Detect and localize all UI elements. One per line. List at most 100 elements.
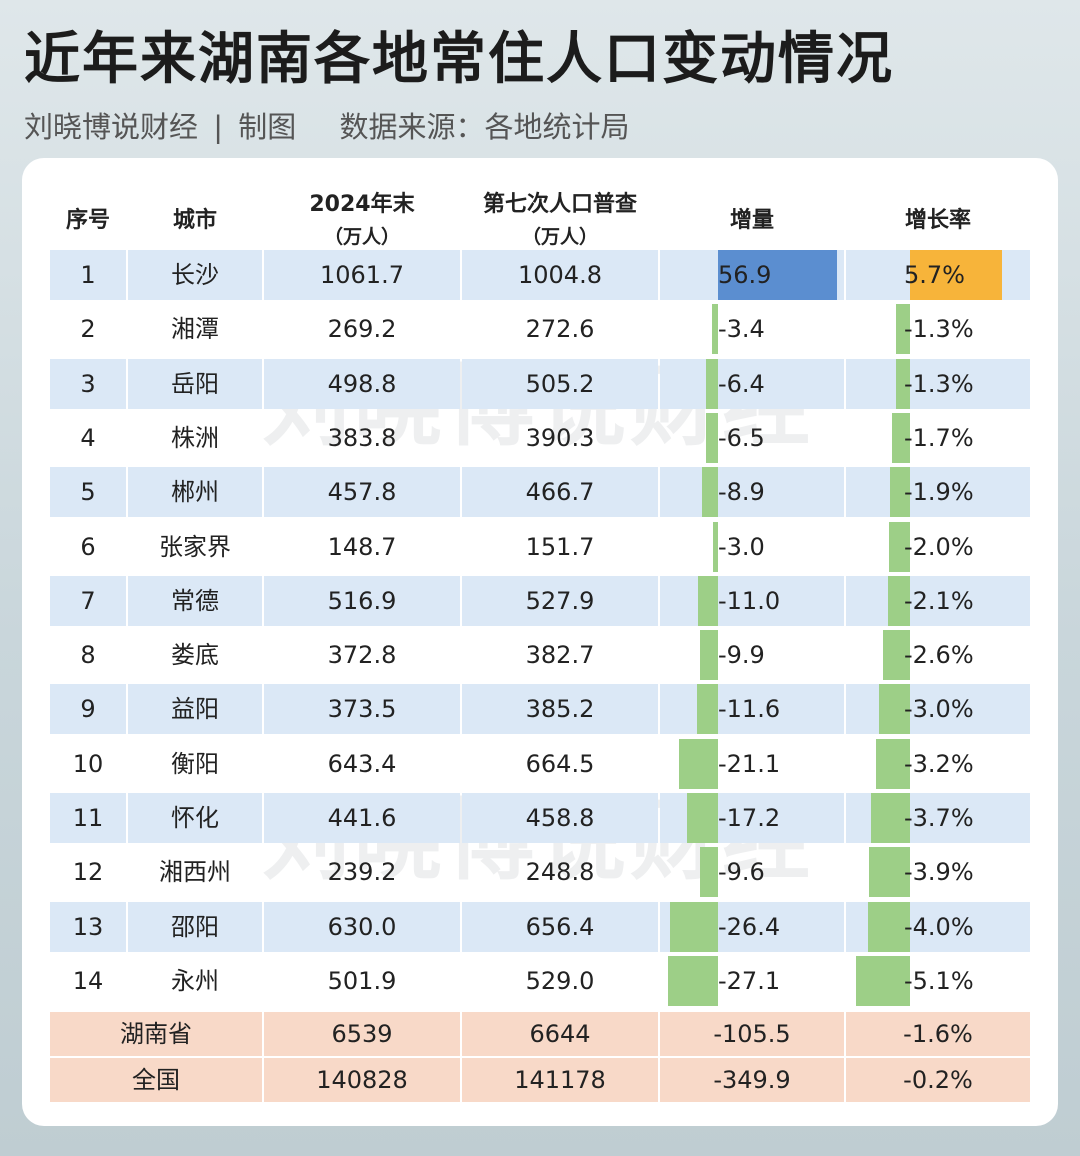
total-increment: -349.9 [660, 1058, 844, 1103]
pop-2024: 239.2 [327, 858, 397, 887]
increment-cell: -26.4 [660, 901, 844, 952]
city-name: 株洲 [171, 423, 219, 452]
increment-cell: -3.0 [660, 521, 844, 572]
rate-cell: -3.7% [846, 793, 1030, 843]
rate-value: -1.7% [904, 423, 974, 452]
rate-cell: -3.2% [846, 738, 1030, 789]
rate-value: -3.2% [904, 749, 974, 778]
increment-bar [686, 793, 718, 843]
row-no: 8 [80, 641, 96, 670]
increment-value: -11.6 [718, 695, 781, 724]
increment-value: -11.0 [718, 586, 781, 615]
table-row: 5 郴州 457.8 466.7 -8.9 -1.9% [50, 467, 1030, 518]
increment-cell: -9.6 [660, 847, 844, 898]
rate-value: -2.6% [904, 641, 974, 670]
table-row: 2 湘潭 269.2 272.6 -3.4 -1.3% [50, 304, 1030, 355]
table-row: 1 长沙 1061.7 1004.8 56.9 5.7% [50, 250, 1030, 300]
table-row: 10 衡阳 643.4 664.5 -21.1 -3.2% [50, 738, 1030, 789]
source-label: 数据来源：各地统计局 [339, 110, 630, 144]
census-7: 382.7 [525, 641, 595, 670]
pop-2024: 269.2 [327, 315, 397, 344]
census-7: 529.0 [525, 966, 595, 995]
total-increment: -105.5 [660, 1012, 844, 1057]
rate-bar [871, 793, 910, 843]
city-name: 郴州 [128, 467, 262, 518]
rate-value: -1.3% [904, 369, 974, 398]
city-name: 岳阳 [128, 358, 262, 409]
rate-value: -1.9% [904, 478, 974, 507]
increment-value: -6.4 [718, 369, 765, 398]
city-name: 湘西州 [159, 858, 231, 887]
total-name: 全国 [50, 1058, 262, 1103]
rate-cell: -2.1% [846, 575, 1030, 626]
pop-2024: 373.5 [264, 684, 460, 735]
rate-value: -2.1% [904, 586, 974, 615]
header-pop2024: 2024年末 （万人） [309, 192, 415, 248]
pop-2024: 457.8 [264, 467, 460, 518]
rate-cell: -4.0% [846, 901, 1030, 952]
table-row: 11 怀化 441.6 458.8 -17.2 -3.7% [50, 793, 1030, 843]
census-7: 248.8 [525, 858, 595, 887]
total-rate: -1.6% [846, 1012, 1030, 1057]
rate-value: -3.0% [904, 695, 974, 724]
increment-cell: -6.4 [660, 358, 844, 409]
increment-value: -9.6 [718, 858, 765, 887]
table-card: 刘晓博说财经 刘晓博说财经 序号 城市 2024年末 （万人） 第七次人口普查 … [22, 158, 1058, 1126]
increment-value: -6.5 [718, 423, 765, 452]
rate-bar [856, 955, 910, 1006]
city-name: 张家界 [159, 532, 231, 561]
increment-bar [700, 847, 718, 898]
city-name: 永州 [171, 966, 219, 995]
rate-bar [890, 467, 910, 518]
rate-value: -5.1% [904, 966, 974, 995]
pop-2024: 643.4 [327, 749, 397, 778]
increment-bar [718, 250, 838, 300]
increment-bar [668, 955, 718, 1006]
increment-bar [711, 304, 718, 355]
rate-cell: 5.7% [846, 250, 1030, 300]
pop-2024: 501.9 [327, 966, 397, 995]
increment-bar [679, 738, 718, 789]
rate-cell: -1.3% [846, 304, 1030, 355]
rate-value: -2.0% [904, 532, 974, 561]
total-pop-2024: 140828 [264, 1058, 460, 1103]
increment-cell: 56.9 [660, 250, 844, 300]
increment-bar [706, 412, 718, 463]
census-7: 656.4 [462, 901, 658, 952]
increment-value: -8.9 [718, 478, 765, 507]
city-name: 娄底 [171, 641, 219, 670]
table-row: 13 邵阳 630.0 656.4 -26.4 -4.0% [50, 901, 1030, 952]
row-no: 5 [50, 467, 126, 518]
increment-cell: -11.0 [660, 575, 844, 626]
pop-2024: 148.7 [327, 532, 397, 561]
increment-cell: -8.9 [660, 467, 844, 518]
total-row: 湖南省 6539 6644 -105.5 -1.6% [50, 1012, 1030, 1057]
increment-value: -17.2 [718, 804, 781, 832]
table-row: 9 益阳 373.5 385.2 -11.6 -3.0% [50, 684, 1030, 735]
rate-bar [892, 412, 910, 463]
increment-cell: -17.2 [660, 793, 844, 843]
rate-value: -1.3% [904, 315, 974, 344]
row-no: 10 [72, 749, 104, 778]
header-no: 序号 [65, 208, 110, 233]
pop-2024: 441.6 [264, 793, 460, 843]
increment-value: -26.4 [718, 912, 781, 941]
increment-bar [696, 684, 718, 735]
census-7: 458.8 [462, 793, 658, 843]
city-name: 衡阳 [171, 749, 219, 778]
increment-cell: -21.1 [660, 738, 844, 789]
subtitle: 刘晓博说财经 | 制图 数据来源：各地统计局 [24, 104, 629, 146]
increment-bar [697, 575, 718, 626]
census-7: 664.5 [525, 749, 595, 778]
rate-bar [876, 738, 910, 789]
total-rate: -0.2% [846, 1058, 1030, 1103]
city-name: 益阳 [128, 684, 262, 735]
rate-bar [889, 521, 910, 572]
table-row: 14 永州 501.9 529.0 -27.1 -5.1% [50, 955, 1030, 1006]
increment-cell: -11.6 [660, 684, 844, 735]
rate-value: -4.0% [904, 912, 974, 941]
table-row: 7 常德 516.9 527.9 -11.0 -2.1% [50, 575, 1030, 626]
increment-value: -3.4 [718, 315, 765, 344]
total-pop-2024: 6539 [264, 1012, 460, 1057]
rate-cell: -1.7% [846, 412, 1030, 463]
